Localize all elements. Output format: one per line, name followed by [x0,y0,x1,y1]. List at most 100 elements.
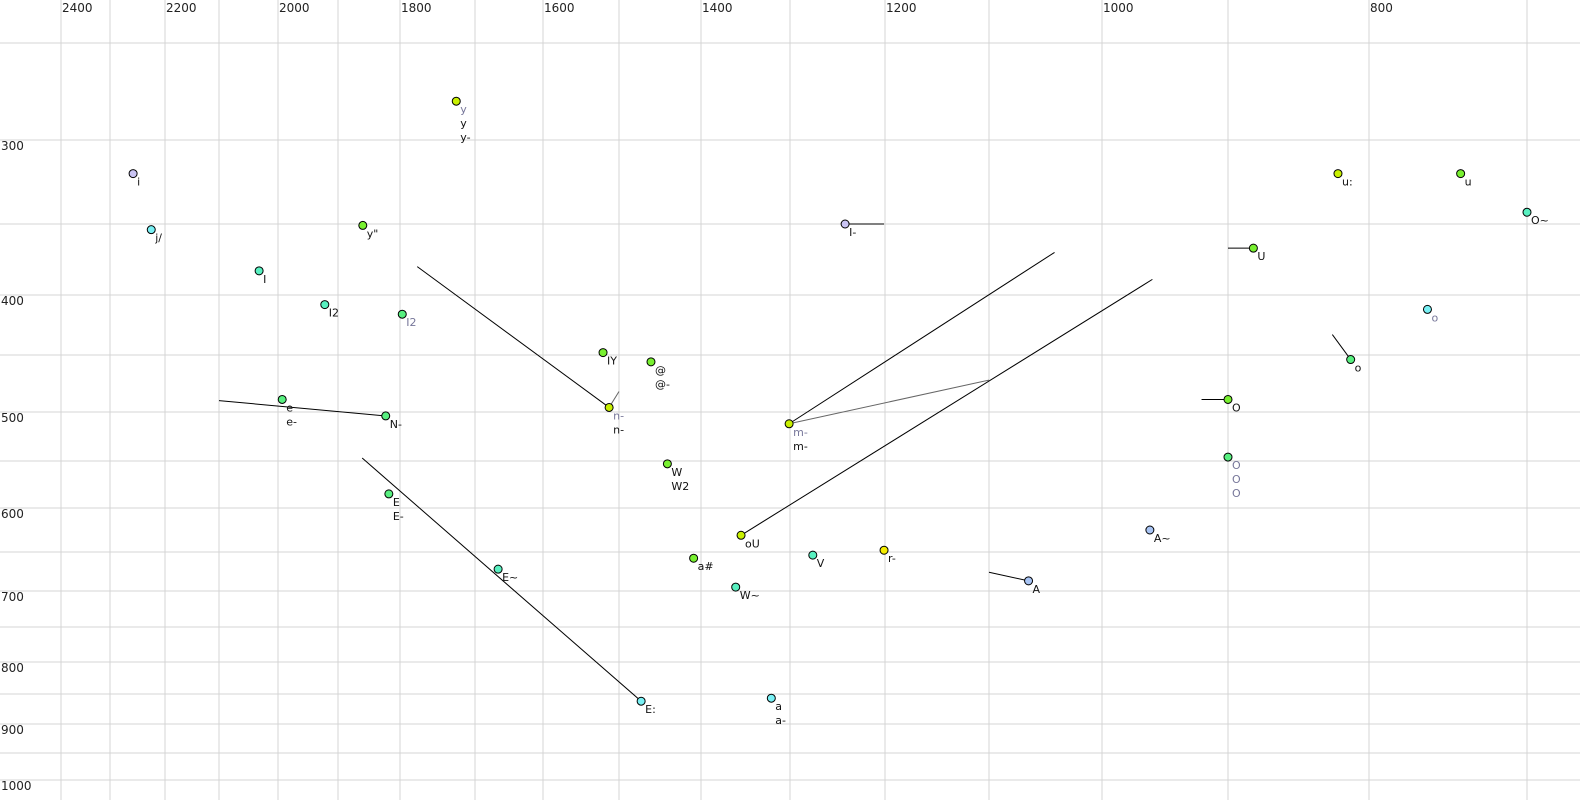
vowel-point: i [128,169,140,189]
point-label: E- [393,510,404,523]
vowel-point: ee- [277,394,297,428]
point-marker [604,402,614,412]
x-tick-label: 1000 [1103,1,1134,15]
point-label: oU [745,537,760,550]
vowel-point: I- [840,219,856,239]
vowel-point: OOO [1223,452,1241,500]
point-label: o [1355,362,1362,375]
vowel-point: y" [358,220,378,240]
point-label: a# [698,560,714,573]
x-tick-label: 1200 [886,1,917,15]
point-marker [254,266,264,276]
point-label: A [1033,583,1041,596]
vowel-point: a# [689,553,714,573]
point-label: @- [655,378,670,391]
point-marker [731,582,741,592]
trajectory-line [361,457,642,702]
point-marker [736,530,746,540]
vowel-point: u: [1333,169,1353,189]
point-marker [1248,243,1258,253]
point-label: m- [793,426,808,439]
x-tick-label: 800 [1370,1,1393,15]
vowel-point: A~ [1145,525,1171,545]
point-marker [1333,169,1343,179]
vowel-point: O [1223,394,1241,414]
point-label: O [1232,401,1241,414]
point-marker [879,545,889,555]
point-label: y [460,103,467,116]
x-tick-label: 2400 [62,1,93,15]
vowel-point: oU [736,530,760,550]
point-marker [646,357,656,367]
point-label: O [1232,473,1241,486]
vowel-point: u [1456,169,1472,189]
vowel-point: N- [381,411,402,431]
y-tick-label: 1000 [1,779,32,793]
vowel-point: I [254,266,266,286]
vowel-point: r- [879,545,896,565]
vowel-point: n-n- [604,402,624,436]
trajectory-line [218,400,386,417]
point-label: I- [849,226,856,239]
trajectory-line [416,266,610,408]
y-tick-label: 500 [1,411,24,425]
point-marker [598,348,608,358]
point-marker [766,693,776,703]
point-marker [1024,576,1034,586]
point-label: W [671,466,682,479]
point-marker [146,225,156,235]
point-label: A~ [1154,532,1171,545]
point-marker [1223,452,1233,462]
point-marker [358,220,368,230]
point-label: O [1232,487,1241,500]
vowel-point: yyy- [451,96,471,144]
point-label: W2 [671,480,689,493]
point-label: o [1431,311,1438,324]
point-label: u [1465,176,1472,189]
point-marker [320,300,330,310]
point-label: E [393,496,400,509]
point-label: n- [613,423,624,436]
trajectory-line [788,251,1055,425]
point-label: N- [390,418,402,431]
point-marker [1456,169,1466,179]
vowel-point: WW2 [662,459,689,493]
point-label: O [1232,459,1241,472]
point-marker [1422,304,1432,314]
point-marker [662,459,672,469]
vowel-point: I2 [397,309,417,329]
y-tick-label: 300 [1,139,24,153]
point-label: I [263,273,266,286]
point-label: y- [460,131,470,144]
vowel-point: O~ [1522,207,1549,227]
point-label: e [286,401,293,414]
y-tick-label: 900 [1,723,24,737]
trajectory-line [988,571,1029,582]
y-tick-label: 700 [1,590,24,604]
point-label: a- [775,714,786,727]
vowel-point: j/ [146,225,162,245]
point-label: E: [645,703,656,716]
point-marker [1522,207,1532,217]
vowel-point: V [808,550,825,570]
point-marker [397,309,407,319]
trajectory-lines [218,223,1352,702]
x-tick-label: 1400 [702,1,733,15]
axis-ticks: 2400 2200 2000 1800 1600 1400 1200 1000 800 300 40… [1,1,1393,793]
vowel-point: E~ [493,564,518,584]
point-marker [689,553,699,563]
point-label: U [1257,250,1265,263]
x-tick-label: 1600 [544,1,575,15]
point-label: n- [613,409,624,422]
point-label: I2 [406,316,416,329]
point-marker [808,550,818,560]
point-label: O~ [1531,214,1549,227]
point-marker [1145,525,1155,535]
y-tick-label: 800 [1,661,24,675]
point-label: u: [1342,176,1353,189]
point-marker [1346,355,1356,365]
point-marker [840,219,850,229]
